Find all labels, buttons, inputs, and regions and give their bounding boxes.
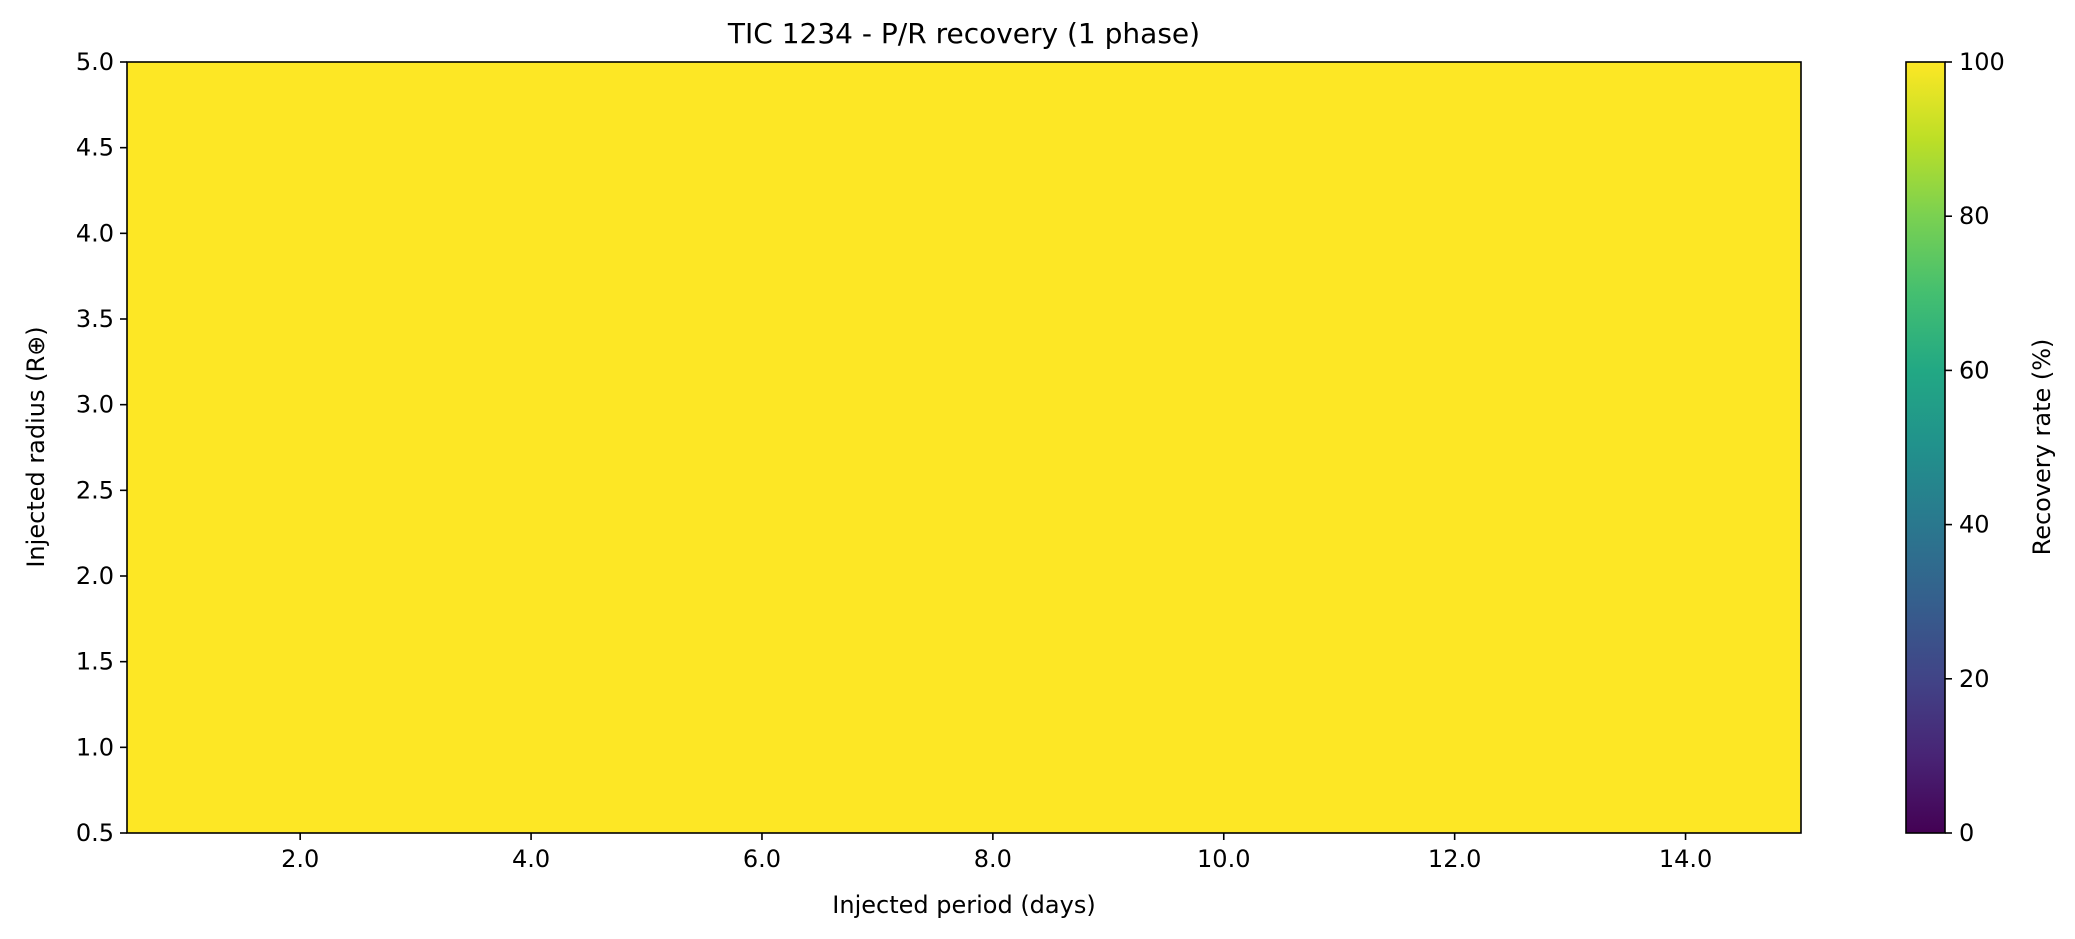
y-axis-ticks: 0.5 1.0 1.5 2.0 2.5 3.0 3.5 4.0 4.5 5.0 <box>76 48 127 847</box>
colorbar-ticks: 0 20 40 60 80 100 <box>1945 48 2005 847</box>
colorbar-tick-label: 0 <box>1959 819 1974 847</box>
colorbar: 0 20 40 60 80 100 Recovery rate (%) <box>1906 48 2056 847</box>
y-tick-label: 4.5 <box>76 134 114 162</box>
colorbar-label: Recovery rate (%) <box>2028 339 2056 556</box>
y-tick-label: 0.5 <box>76 819 114 847</box>
x-tick-label: 2.0 <box>281 845 319 873</box>
x-tick-label: 10.0 <box>1197 845 1250 873</box>
y-tick-label: 4.0 <box>76 219 114 247</box>
y-tick-label: 1.0 <box>76 733 114 761</box>
plot-area: 2.0 4.0 6.0 8.0 10.0 12.0 14.0 0.5 1.0 1.5 2.0 2.5… <box>76 48 1801 873</box>
y-tick-label: 2.5 <box>76 476 114 504</box>
heatmap-cell <box>127 62 1801 833</box>
y-tick-label: 5.0 <box>76 48 114 76</box>
colorbar-gradient <box>1906 62 1945 833</box>
y-axis-label: Injected radius (R⊕) <box>22 326 50 567</box>
x-tick-label: 14.0 <box>1659 845 1712 873</box>
x-axis-label: Injected period (days) <box>832 891 1095 919</box>
colorbar-tick-label: 20 <box>1959 665 1990 693</box>
y-tick-label: 1.5 <box>76 648 114 676</box>
y-tick-label: 3.5 <box>76 305 114 333</box>
x-tick-label: 12.0 <box>1428 845 1481 873</box>
y-tick-label: 2.0 <box>76 562 114 590</box>
colorbar-tick-label: 80 <box>1959 202 1990 230</box>
colorbar-tick-label: 100 <box>1959 48 2005 76</box>
colorbar-tick-label: 60 <box>1959 356 1990 384</box>
chart-title: TIC 1234 - P/R recovery (1 phase) <box>727 17 1200 50</box>
heatmap-cells <box>127 62 1801 833</box>
x-tick-label: 6.0 <box>743 845 781 873</box>
x-axis-ticks: 2.0 4.0 6.0 8.0 10.0 12.0 14.0 <box>281 833 1712 873</box>
x-tick-label: 4.0 <box>512 845 550 873</box>
y-tick-label: 3.0 <box>76 391 114 419</box>
x-tick-label: 8.0 <box>974 845 1012 873</box>
colorbar-tick-label: 40 <box>1959 511 1990 539</box>
